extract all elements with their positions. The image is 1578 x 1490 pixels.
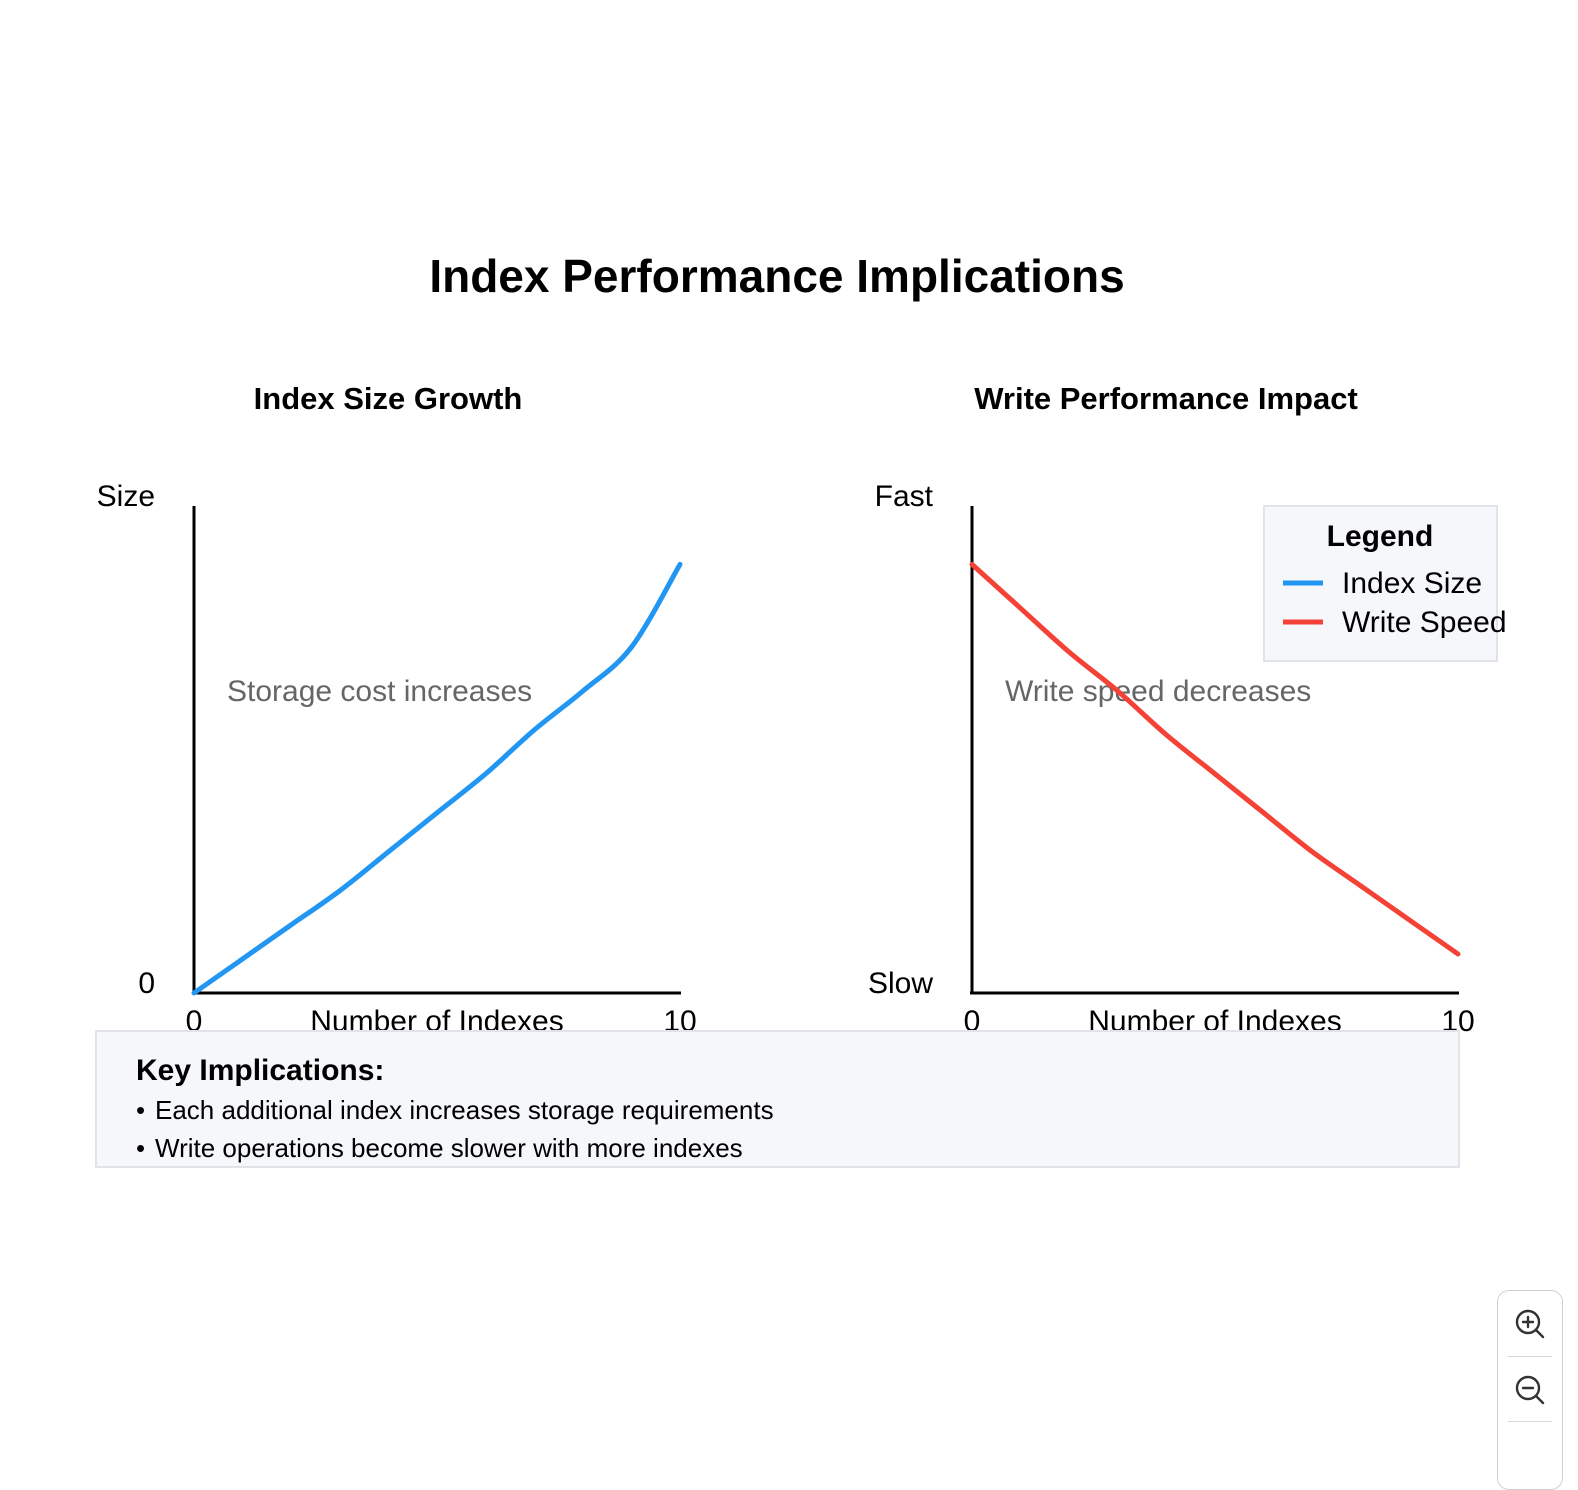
annotation-left: Storage cost increases [227,675,532,708]
legend: Legend Index Size Write Speed [1263,505,1507,662]
implication-bullet-2: • [136,1133,145,1163]
zoom-out-icon [1515,1375,1545,1405]
annotation-right: Write speed decreases [1005,675,1311,708]
y-min-label-right: Slow [868,967,933,1000]
implications-title: Key Implications: [136,1054,384,1087]
zoom-divider [1508,1356,1552,1357]
series-line-write-speed [969,561,1461,957]
series-line-index-size [191,561,683,996]
y-min-label-left: 0 [138,967,155,1000]
legend-label-index-size: Index Size [1342,567,1482,600]
y-axis-label-right: Fast [875,480,934,513]
implication-item-1: Each additional index increases storage … [155,1095,774,1125]
main-title: Index Performance Implications [429,250,1124,302]
zoom-divider [1508,1421,1552,1422]
legend-title: Legend [1327,520,1434,553]
chart-title-index-size: Index Size Growth [254,381,523,416]
chart-title-write-performance: Write Performance Impact [974,381,1358,416]
zoom-controls [1497,1290,1563,1490]
implications-panel: Key Implications: • Each additional inde… [95,1030,1460,1168]
implication-item-2: Write operations become slower with more… [155,1133,743,1163]
implications-box [95,1030,1460,1168]
zoom-in-button[interactable] [1507,1301,1553,1347]
chart-write-performance: Write Performance Impact Fast Slow 0 10 … [868,381,1475,1038]
zoom-out-button[interactable] [1507,1367,1553,1413]
legend-label-write-speed: Write Speed [1342,606,1507,639]
x-tick-label-right-0: 0 [964,1005,981,1038]
y-axis-label-left: Size [97,480,155,513]
zoom-in-icon [1515,1309,1545,1339]
implication-bullet-1: • [136,1095,145,1125]
x-tick-label-left-0: 0 [186,1005,203,1038]
chart-index-size: Index Size Growth Size 0 0 10 Number of … [97,381,697,1038]
